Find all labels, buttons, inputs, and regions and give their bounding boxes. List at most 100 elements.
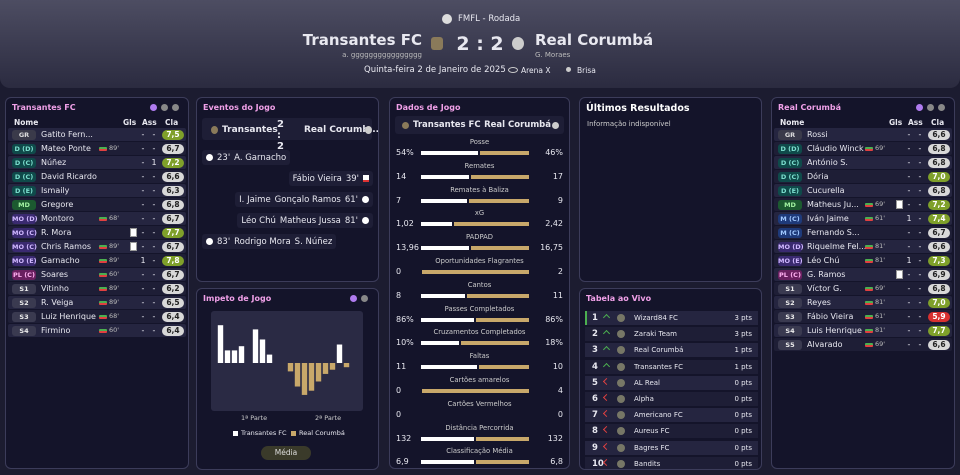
player-row[interactable]: D (C) Núñez -1 7,2 — [8, 156, 186, 169]
player-row[interactable]: S1 Víctor G. 69' - -6,8 — [774, 282, 952, 295]
stadium-icon — [508, 67, 518, 73]
player-row[interactable]: PL (C) G. Ramos - -6,9 — [774, 268, 952, 281]
table-row[interactable]: 5 AL Real 0 pts — [585, 375, 758, 390]
table-row[interactable]: 9 Bagres FC 0 pts — [585, 440, 758, 455]
table-row[interactable]: 4 Transantes FC 1 pts — [585, 359, 758, 374]
table-pos: 7 — [592, 410, 598, 421]
team-crest — [617, 427, 625, 436]
event-minute: 23' — [217, 152, 231, 163]
table-row[interactable]: 8 Aureus FC 0 pts — [585, 424, 758, 439]
team-points: 0 pts — [734, 411, 752, 420]
rating: 6,9 — [928, 269, 950, 280]
table-row[interactable]: 10 Bandits 0 pts — [585, 456, 758, 469]
panel-option-dot[interactable] — [350, 295, 357, 302]
card-icon — [130, 228, 137, 237]
away-team: Real Corumbá — [535, 31, 654, 49]
player-name: R. Mora — [41, 227, 72, 237]
player-name: Dória — [807, 171, 829, 181]
stat-label: Cartões amarelos — [449, 376, 510, 384]
player-row[interactable]: MO (E) Garnacho 89' 1-7,8 — [8, 254, 186, 267]
assists: - — [918, 129, 922, 139]
player-row[interactable]: MD Gregore - -6,8 — [8, 198, 186, 211]
player-row[interactable]: S2 R. Veiga 89' - -6,5 — [8, 296, 186, 309]
panel-option-dot[interactable] — [172, 104, 179, 111]
momentum-bar — [294, 363, 301, 387]
player-name: Núñez — [41, 157, 67, 167]
player-row[interactable]: D (E) Ismaily - -6,3 — [8, 184, 186, 197]
position-badge: S2 — [12, 297, 36, 308]
player-row[interactable]: MO (D) Riquelme Fel... 81' - -6,6 — [774, 240, 952, 253]
rating: 7,4 — [928, 213, 950, 224]
column-header: Nome — [14, 118, 39, 127]
player-row[interactable]: S2 Reyes 81' - -7,0 — [774, 296, 952, 309]
team-points: 0 pts — [734, 459, 752, 468]
card-icon — [363, 175, 369, 182]
player-row[interactable]: S4 Firmino 60' - -6,4 — [8, 324, 186, 337]
player-row[interactable]: S3 Fábio Vieira 61' - -5,9 — [774, 310, 952, 323]
stat-away: 2 — [557, 267, 563, 276]
panel-title: Tabela ao Vivo — [586, 294, 652, 303]
rating: 7,2 — [162, 157, 184, 168]
team-name: Real Corumbá — [634, 346, 684, 355]
player-row[interactable]: S4 Luis Henrique 81' - -7,7 — [774, 324, 952, 337]
table-row[interactable]: 7 Americano FC 0 pts — [585, 408, 758, 423]
table-row[interactable]: 6 Alpha 0 pts — [585, 392, 758, 406]
stat-away: 4 — [557, 386, 563, 395]
player-row[interactable]: GR Rossi - -6,6 — [774, 128, 952, 141]
team-crest — [617, 395, 625, 403]
table-row[interactable]: 1 Wizard84 FC 3 pts — [585, 311, 758, 325]
table-row[interactable]: 2 Zaraki Team 3 pts — [585, 327, 758, 342]
position-badge: D (D) — [778, 143, 802, 154]
player-row[interactable]: M (C) Fernando S... - -6,7 — [774, 226, 952, 239]
assists: 1 — [151, 157, 157, 167]
legend-swatch — [233, 431, 238, 436]
goals: - — [141, 157, 145, 167]
stat-bar-home — [421, 198, 468, 203]
player-row[interactable]: S5 Alvarado 69' - -6,6 — [774, 338, 952, 351]
player-row[interactable]: MO (C) Chris Ramos 89' - -6,7 — [8, 240, 186, 253]
panel-option-dot[interactable] — [161, 104, 168, 111]
goals: - — [907, 199, 911, 209]
panel-option-dot[interactable] — [916, 104, 923, 111]
stat-home: 1,02 — [396, 219, 414, 229]
player-row[interactable]: MO (E) Léo Chú 81' 1-7,3 — [774, 254, 952, 267]
player-row[interactable]: D (C) Dória - -7,0 — [774, 170, 952, 183]
player-row[interactable]: MO (C) R. Mora - -7,7 — [8, 226, 186, 239]
player-row[interactable]: D (D) Mateo Ponte 89' - -6,7 — [8, 142, 186, 155]
player-row[interactable]: S1 Vitinho 89' - -6,2 — [8, 282, 186, 295]
panel-option-dot[interactable] — [361, 295, 368, 302]
player-row[interactable]: GR Gatito Fern... - -7,5 — [8, 128, 186, 141]
player-row[interactable]: D (D) Cláudio Winck 69' - -6,8 — [774, 142, 952, 155]
assists: - — [152, 241, 156, 251]
player-row[interactable]: D (C) António S. - -6,8 — [774, 156, 952, 169]
column-header: Gls — [889, 118, 903, 127]
card-icon — [130, 242, 137, 251]
assists: - — [918, 297, 922, 307]
player-row[interactable]: M (C) Iván Jaime 61' 1-7,4 — [774, 212, 952, 225]
player-row[interactable]: S3 Luiz Henrique 68' - -6,4 — [8, 310, 186, 323]
player-row[interactable]: PL (C) Soares 60' - -6,7 — [8, 268, 186, 281]
player-row[interactable]: MD Matheus Ju... 69' - -7,2 — [774, 198, 952, 211]
panel-option-dot[interactable] — [938, 104, 945, 111]
table-pos: 9 — [592, 442, 598, 453]
player-row[interactable]: D (C) David Ricardo - -6,6 — [8, 170, 186, 183]
position-badge: M (C) — [778, 213, 802, 224]
team-points: 3 pts — [734, 330, 752, 339]
match-header: FMFL - Rodada Transantes FC 2 : 2 Real Coru… — [0, 0, 960, 88]
sub-icon — [865, 146, 873, 151]
player-row[interactable]: D (E) Cucurella - -6,8 — [774, 184, 952, 197]
panel-option-dot[interactable] — [927, 104, 934, 111]
table-row[interactable]: 3 Real Corumbá 1 pts — [585, 343, 758, 358]
team-crest — [617, 459, 625, 468]
events-home: Transantes — [222, 125, 278, 135]
rating: 6,6 — [162, 171, 184, 182]
trend-arrow — [602, 458, 611, 466]
panel-option-dot[interactable] — [150, 104, 157, 111]
player-row[interactable]: MO (D) Montoro 68' - -6,7 — [8, 212, 186, 225]
rating: 7,2 — [928, 199, 950, 210]
sub-icon — [99, 328, 107, 333]
stat-home: 0 — [396, 267, 402, 276]
legend-swatch — [291, 431, 296, 436]
rating: 7,3 — [928, 255, 950, 266]
average-button[interactable]: Média — [261, 446, 311, 460]
